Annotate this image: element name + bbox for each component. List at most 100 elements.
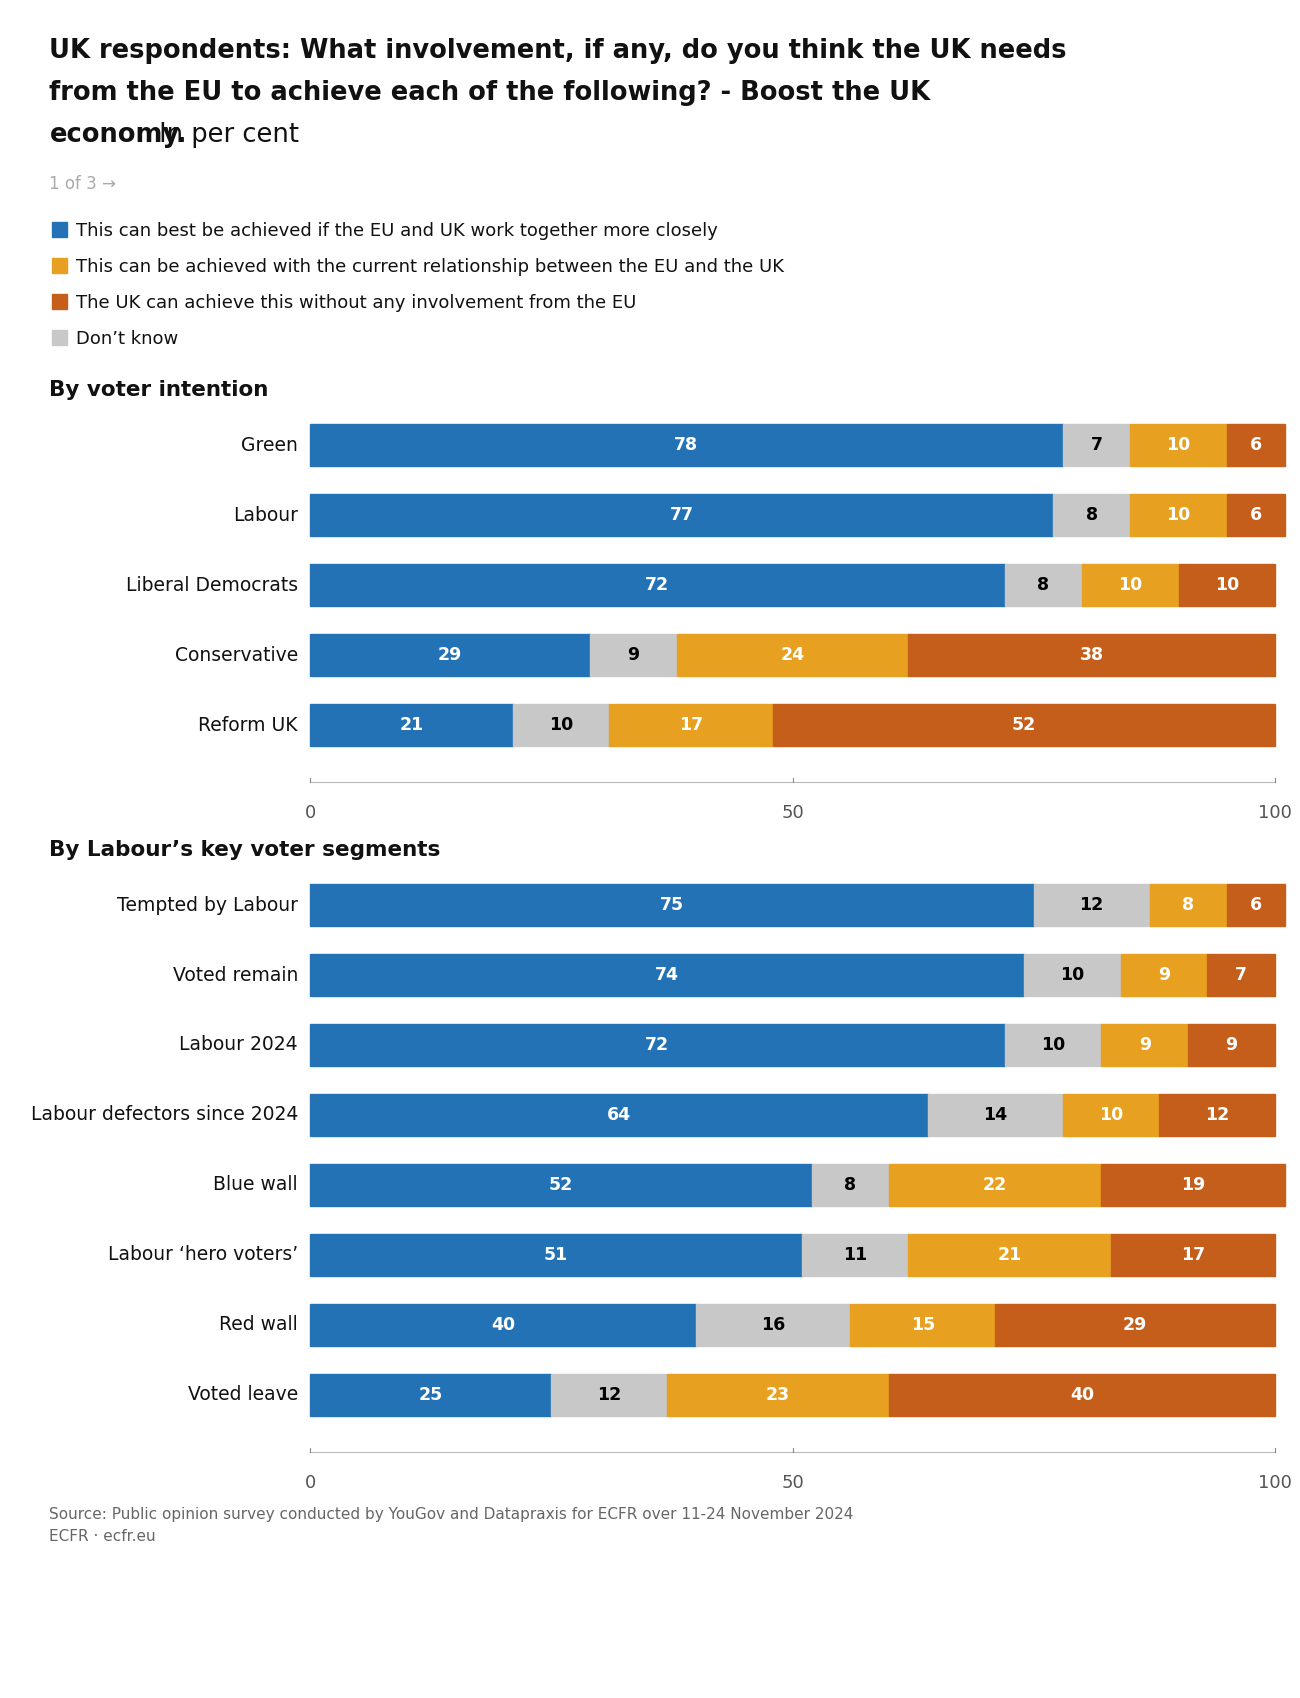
Bar [996,1304,1275,1347]
Text: Red wall: Red wall [220,1316,298,1335]
Bar [811,1165,889,1206]
Text: 72: 72 [645,576,670,594]
Bar [1149,885,1227,925]
Text: 52: 52 [1011,717,1036,734]
Text: 38: 38 [1079,645,1104,664]
Text: 1 of 3 →: 1 of 3 → [49,175,116,194]
Text: 10: 10 [549,717,573,734]
Bar [909,633,1275,676]
Text: 9: 9 [627,645,640,664]
Bar [677,633,909,676]
Text: 10: 10 [1098,1105,1123,1124]
Bar [1227,424,1284,465]
Bar [1130,494,1227,537]
Text: By Labour’s key voter segments: By Labour’s key voter segments [49,841,441,859]
Text: 29: 29 [1123,1316,1147,1335]
Text: 9: 9 [1139,1036,1150,1054]
Text: 24: 24 [780,645,805,664]
Bar [590,633,677,676]
Bar [1227,494,1284,537]
Text: 11: 11 [844,1246,867,1263]
Text: 12: 12 [597,1386,621,1404]
Bar [1005,564,1082,606]
Text: UK respondents: What involvement, if any, do you think the UK needs: UK respondents: What involvement, if any… [49,37,1067,65]
Text: 16: 16 [760,1316,785,1335]
Bar [309,1374,551,1416]
Bar [1024,954,1121,997]
Bar [1160,1094,1275,1136]
Text: 40: 40 [1070,1386,1095,1404]
Text: Source: Public opinion survey conducted by YouGov and Datapraxis for ECFR over 1: Source: Public opinion survey conducted … [49,1508,854,1543]
Text: The UK can achieve this without any involvement from the EU: The UK can achieve this without any invo… [75,294,637,311]
Text: 10: 10 [1061,966,1084,985]
Text: 7: 7 [1091,436,1102,453]
Text: Reform UK: Reform UK [199,715,298,735]
Bar [309,954,1024,997]
Bar [551,1374,667,1416]
Text: 75: 75 [660,897,684,914]
Text: 21: 21 [997,1246,1022,1263]
Text: 25: 25 [419,1386,443,1404]
Bar [696,1304,850,1347]
Bar [1101,1024,1188,1066]
Text: 0: 0 [304,803,316,822]
Bar [1062,1094,1160,1136]
Bar [309,564,1005,606]
Bar [909,1234,1112,1275]
Bar [1121,954,1208,997]
Text: 100: 100 [1258,803,1292,822]
Bar [52,258,68,273]
Text: 77: 77 [670,506,693,525]
Bar [309,494,1053,537]
Text: 52: 52 [549,1177,573,1194]
Text: Voted remain: Voted remain [173,966,298,985]
Text: Labour: Labour [233,506,298,525]
Text: Labour defectors since 2024: Labour defectors since 2024 [31,1105,298,1124]
Text: Don’t know: Don’t know [75,329,178,348]
Text: 7: 7 [1235,966,1247,985]
Text: 50: 50 [781,1474,803,1493]
Text: 8: 8 [1182,897,1195,914]
Text: Green: Green [240,435,298,455]
Text: This can be achieved with the current relationship between the EU and the UK: This can be achieved with the current re… [75,258,784,275]
Text: This can best be achieved if the EU and UK work together more closely: This can best be achieved if the EU and … [75,221,718,239]
Text: 15: 15 [910,1316,935,1335]
Bar [309,885,1034,925]
Bar [610,705,774,745]
Text: 17: 17 [679,717,703,734]
Text: 19: 19 [1180,1177,1205,1194]
Text: Blue wall: Blue wall [213,1175,298,1194]
Bar [1005,1024,1101,1066]
Text: 6: 6 [1249,897,1262,914]
Text: 23: 23 [766,1386,790,1404]
Text: 78: 78 [675,436,698,453]
Text: 10: 10 [1166,506,1191,525]
Bar [309,1165,811,1206]
Text: economy.: economy. [49,122,187,148]
Bar [52,294,68,309]
Text: 9: 9 [1158,966,1170,985]
Text: Liberal Democrats: Liberal Democrats [126,576,298,594]
Bar [309,1094,928,1136]
Text: 12: 12 [1079,897,1104,914]
Bar [309,705,512,745]
Text: Labour ‘hero voters’: Labour ‘hero voters’ [108,1246,298,1265]
Text: 100: 100 [1258,1474,1292,1493]
Bar [1130,424,1227,465]
Text: 8: 8 [844,1177,857,1194]
Text: 17: 17 [1180,1246,1205,1263]
Text: 10: 10 [1166,436,1191,453]
Bar [928,1094,1062,1136]
Text: 10: 10 [1214,576,1239,594]
Text: 6: 6 [1249,506,1262,525]
Bar [889,1374,1275,1416]
Text: 72: 72 [645,1036,670,1054]
Bar [1179,564,1275,606]
Text: 14: 14 [983,1105,1008,1124]
Text: from the EU to achieve each of the following? - Boost the UK: from the EU to achieve each of the follo… [49,80,931,105]
Text: 9: 9 [1226,1036,1238,1054]
Bar [1034,885,1149,925]
Bar [1082,564,1179,606]
Text: 21: 21 [399,717,424,734]
Text: Labour 2024: Labour 2024 [179,1036,298,1054]
